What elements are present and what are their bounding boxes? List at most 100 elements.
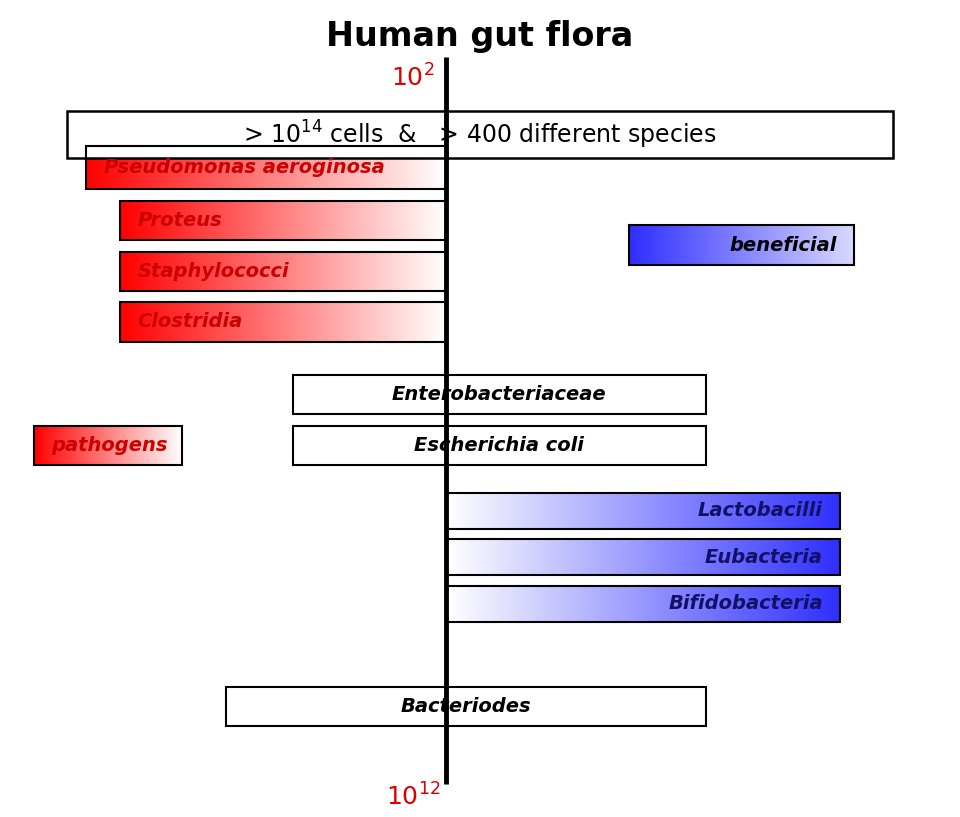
Bar [788, 225, 790, 265]
Bar [237, 252, 240, 291]
Bar [280, 252, 282, 291]
Bar [373, 146, 375, 189]
Bar [276, 146, 278, 189]
Bar [642, 225, 644, 265]
Bar [141, 201, 143, 240]
Bar [231, 146, 234, 189]
Bar [110, 146, 112, 189]
Bar [92, 426, 94, 465]
Bar [295, 252, 298, 291]
Bar [714, 539, 716, 575]
Bar [55, 426, 57, 465]
Bar [554, 586, 556, 622]
Bar [108, 146, 110, 189]
Bar [125, 426, 126, 465]
Bar [493, 493, 496, 529]
Bar [175, 302, 177, 342]
Bar [530, 493, 533, 529]
Bar [213, 252, 216, 291]
Bar [579, 586, 581, 622]
Bar [446, 586, 448, 622]
Bar [693, 586, 695, 622]
Bar [626, 586, 629, 622]
Bar [782, 586, 784, 622]
Bar [150, 426, 152, 465]
Bar [701, 586, 703, 622]
Bar [126, 426, 127, 465]
Bar [156, 146, 158, 189]
Bar [374, 302, 376, 342]
Bar [145, 252, 147, 291]
Bar [122, 302, 124, 342]
Bar [787, 493, 790, 529]
Bar [825, 225, 826, 265]
Bar [768, 586, 770, 622]
Bar [150, 146, 152, 189]
Bar [251, 146, 252, 189]
Bar [104, 426, 105, 465]
Bar [228, 302, 229, 342]
Bar [780, 539, 781, 575]
Bar [650, 225, 652, 265]
Bar [218, 302, 220, 342]
Bar [253, 302, 256, 342]
Bar [360, 201, 363, 240]
Bar [159, 302, 161, 342]
Bar [492, 493, 494, 529]
Bar [177, 426, 179, 465]
Bar [319, 146, 322, 189]
Bar [359, 302, 361, 342]
Bar [125, 146, 127, 189]
Bar [715, 493, 718, 529]
Bar [572, 493, 575, 529]
Bar [202, 302, 204, 342]
Bar [208, 302, 210, 342]
Bar [331, 201, 333, 240]
Bar [292, 201, 294, 240]
Bar [312, 146, 314, 189]
Bar [613, 586, 615, 622]
Bar [439, 252, 441, 291]
Bar [314, 252, 316, 291]
Bar [526, 539, 529, 575]
Bar [182, 252, 184, 291]
Bar [505, 493, 508, 529]
Bar [458, 493, 461, 529]
Bar [360, 146, 362, 189]
Bar [453, 493, 455, 529]
Bar [226, 146, 228, 189]
Bar [346, 252, 348, 291]
Bar [210, 201, 212, 240]
Bar [574, 493, 576, 529]
Bar [248, 302, 250, 342]
Bar [637, 225, 638, 265]
Bar [759, 225, 761, 265]
Bar [766, 493, 769, 529]
Bar [648, 586, 651, 622]
Bar [158, 426, 160, 465]
Bar [196, 201, 198, 240]
Bar [655, 493, 658, 529]
Bar [160, 426, 161, 465]
Bar [209, 252, 211, 291]
Bar [287, 146, 289, 189]
Bar [272, 302, 274, 342]
Bar [131, 146, 132, 189]
Bar [655, 539, 658, 575]
Bar [828, 225, 829, 265]
Bar [622, 493, 624, 529]
Bar [705, 493, 708, 529]
Bar [142, 201, 144, 240]
Bar [284, 302, 286, 342]
Bar [790, 225, 792, 265]
Bar [157, 146, 159, 189]
Bar [381, 252, 383, 291]
Bar [300, 302, 301, 342]
Bar [110, 426, 111, 465]
Bar [120, 252, 446, 291]
Bar [633, 225, 635, 265]
Bar [286, 201, 289, 240]
Bar [825, 586, 827, 622]
Bar [785, 225, 787, 265]
Bar [567, 539, 569, 575]
